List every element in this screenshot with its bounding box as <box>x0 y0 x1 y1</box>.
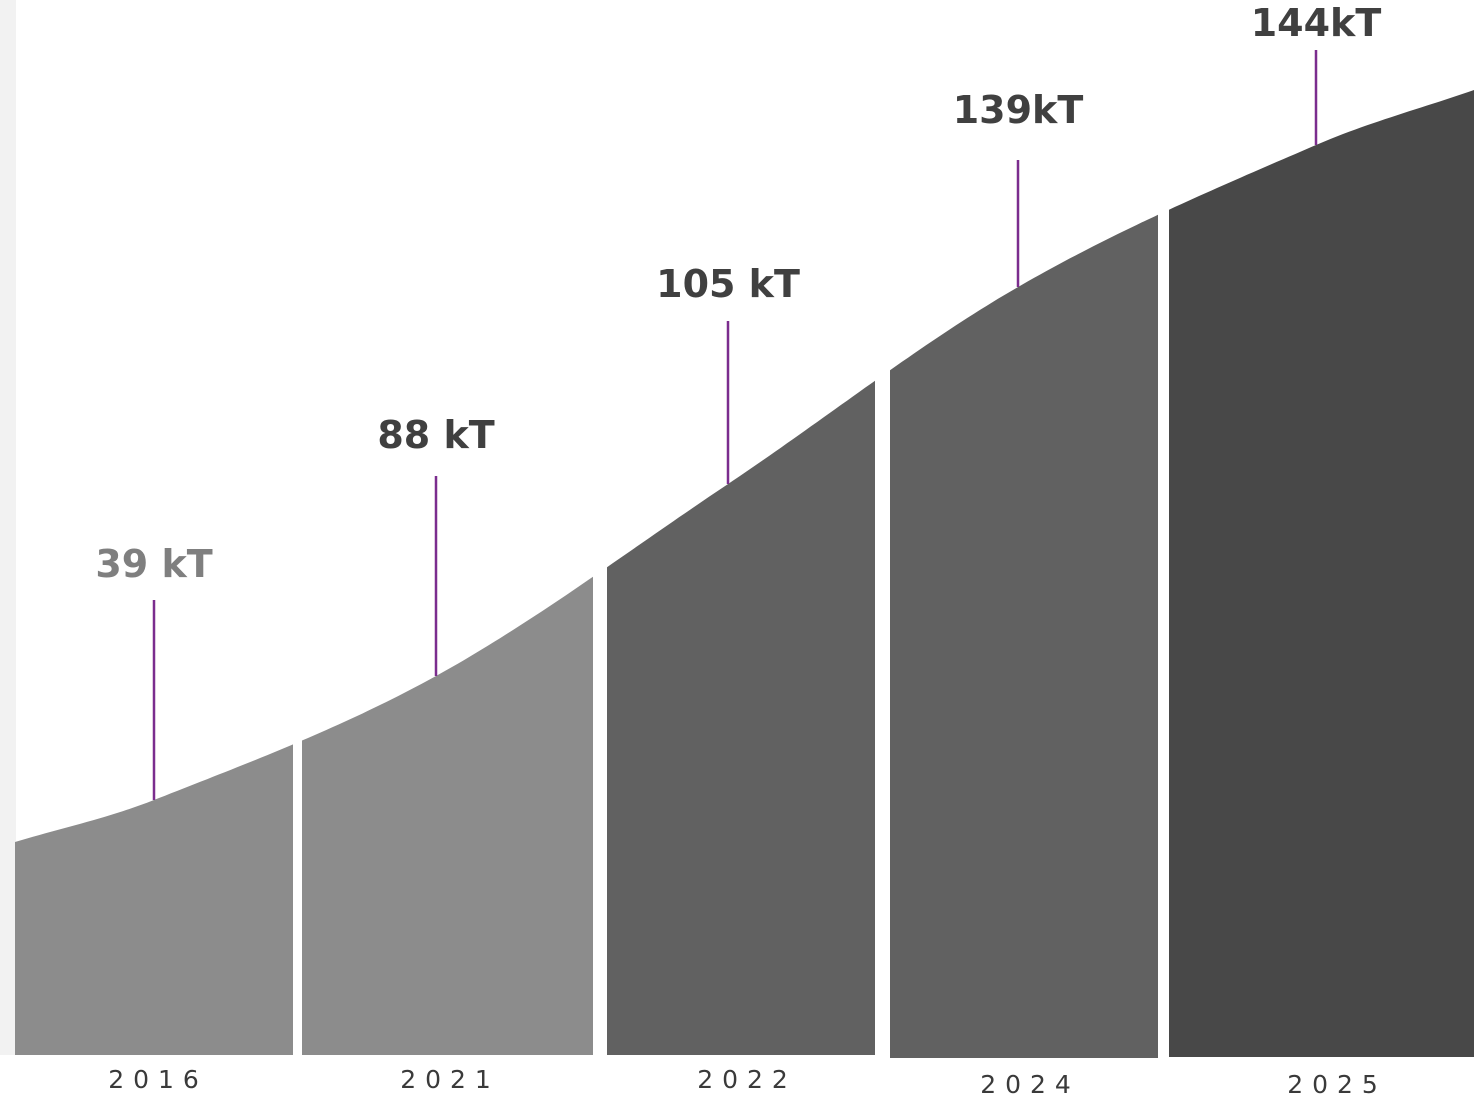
area-segments <box>15 90 1474 1059</box>
left-margin-strip <box>0 0 16 1055</box>
x-tick-label-2024: 2024 <box>980 1070 1080 1097</box>
area-segment-2016 <box>15 744 293 1055</box>
data-label-2016: 39 kT <box>95 542 212 586</box>
x-tick-label-2021: 2021 <box>400 1065 500 1094</box>
data-label-2022: 105 kT <box>656 262 800 306</box>
x-tick-label-2016: 2016 <box>108 1065 208 1094</box>
x-tick-label-2025: 2025 <box>1287 1070 1387 1097</box>
x-axis-labels: 2016 2021 2022 2024 2025 <box>108 1065 1387 1097</box>
x-tick-label-2022: 2022 <box>697 1065 797 1094</box>
data-label-2021: 88 kT <box>377 413 494 457</box>
data-labels: 39 kT 88 kT 105 kT 139kT 144kT <box>95 1 1381 586</box>
area-segment-2022 <box>607 380 875 1055</box>
leader-lines <box>152 50 1318 800</box>
data-label-2025: 144kT <box>1251 1 1382 45</box>
area-segment-2025 <box>1169 90 1474 1057</box>
area-segment-2021 <box>302 576 593 1055</box>
area-segment-2024 <box>890 214 1158 1059</box>
data-label-2024: 139kT <box>953 88 1084 132</box>
